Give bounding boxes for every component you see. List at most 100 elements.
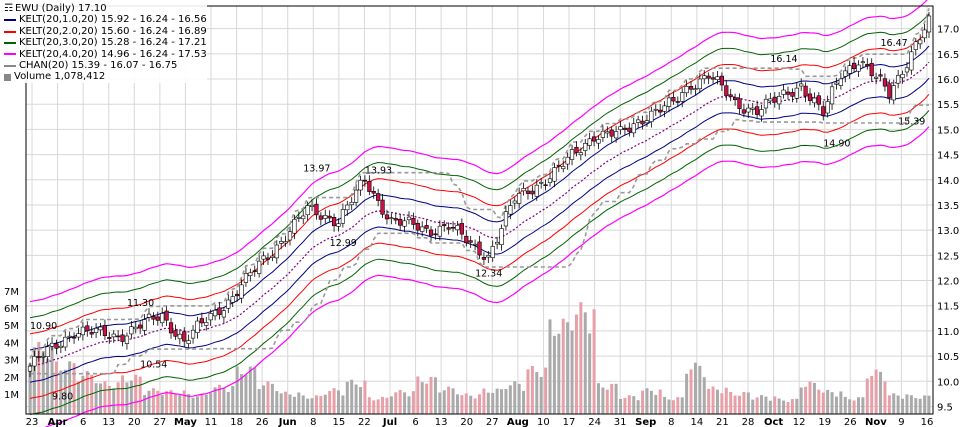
candle-body [794,87,799,99]
volume-bar [526,369,530,414]
candle-body [151,316,156,320]
candle-body [362,179,368,182]
candle-body [124,335,130,344]
candle-body [653,108,658,111]
volume-bar [284,391,288,414]
volume-bar [830,392,834,414]
legend-title: ☶ EWU (Daily) 17.10 [4,3,207,14]
candle-body [41,355,46,358]
candle-body [697,78,702,90]
legend-label: Volume 1,078,412 [14,71,106,83]
candle-body [508,205,513,215]
candle-body [243,273,249,283]
volume-bar [288,394,292,414]
candle-body [94,327,99,333]
volume-bar [99,383,103,414]
volume-bar [451,388,455,414]
candle-body [684,86,689,94]
volume-bar [37,341,41,414]
candle-body [217,307,222,315]
date-tick-label: 31 [614,417,627,427]
candle-body [464,235,469,244]
volume-bar [834,396,838,414]
date-tick-label: 19 [818,417,831,427]
volume-bar [147,390,151,414]
date-tick-label: 6 [80,417,86,427]
candle-body [658,109,663,113]
candle-body [472,243,478,246]
kelt-upper-3 [29,13,930,319]
volume-bar [372,400,376,414]
candle-body [569,149,575,160]
volume-bar [821,392,825,414]
candle-body [865,63,870,67]
volume-bar [649,390,653,414]
candle-body [622,127,628,130]
price-annotation: 11.30 [127,298,154,309]
volume-bar [314,395,318,414]
candle-body [561,166,566,170]
candle-body [777,96,782,105]
volume-bar [552,335,556,414]
candle-body [534,184,539,197]
candle-body [887,83,892,98]
volume-bar [782,400,786,414]
chart-legend: ☶ EWU (Daily) 17.10 KELT(20,1.0,20) 15.9… [4,3,207,83]
volume-bar [839,391,843,414]
candle-body [120,334,125,342]
candle-body [495,241,500,245]
candle-body [719,75,724,86]
candle-body [248,272,253,276]
volume-bar [777,398,781,414]
candle-body [583,143,588,151]
candle-body [896,75,901,84]
volume-bar [790,399,794,414]
candle-body [138,324,143,329]
date-tick-label: 15 [332,417,345,427]
volume-bar [328,391,332,414]
candle-body [662,105,667,112]
candle-body [503,211,509,227]
volume-bar [879,371,883,414]
candle-body [212,309,218,317]
candle-body [688,85,694,90]
candle-body [750,107,755,110]
volume-bar [50,344,54,414]
channel-upper [29,8,930,359]
candle-body [851,62,857,70]
volume-bar [623,397,627,414]
candle-body [477,241,482,256]
candle-body [182,331,187,342]
volume-tick-label: 1M [4,390,19,401]
volume-bar [248,366,252,414]
candle-body [755,106,760,115]
candle-body [763,98,769,109]
volume-bar [403,392,407,414]
volume-bar [394,392,398,414]
candle-body [640,120,645,125]
candle-body [790,92,795,97]
volume-bar [72,363,76,414]
volume-bar [856,397,860,414]
candle-body [345,204,350,211]
volume-bar [134,374,138,414]
date-tick-label: Jun [278,417,297,427]
candle-body [715,76,720,80]
candle-body [76,333,81,338]
volume-bar [663,396,667,414]
candle-body [781,89,786,95]
volume-tick-label: 5M [4,321,19,332]
volume-bar [658,389,662,414]
price-annotation: 9.80 [52,391,73,402]
candle-body [728,94,733,98]
volume-bar [530,365,534,414]
volume-bar [914,398,918,414]
kelt-upper-2 [29,29,930,335]
volume-bar [715,389,719,414]
candle-body [591,136,597,142]
date-tick-label: 16 [921,417,934,427]
volume-bar [601,387,605,414]
volume-bar [619,398,623,414]
candle-body [428,229,434,236]
date-tick-label: Oct [764,417,783,427]
